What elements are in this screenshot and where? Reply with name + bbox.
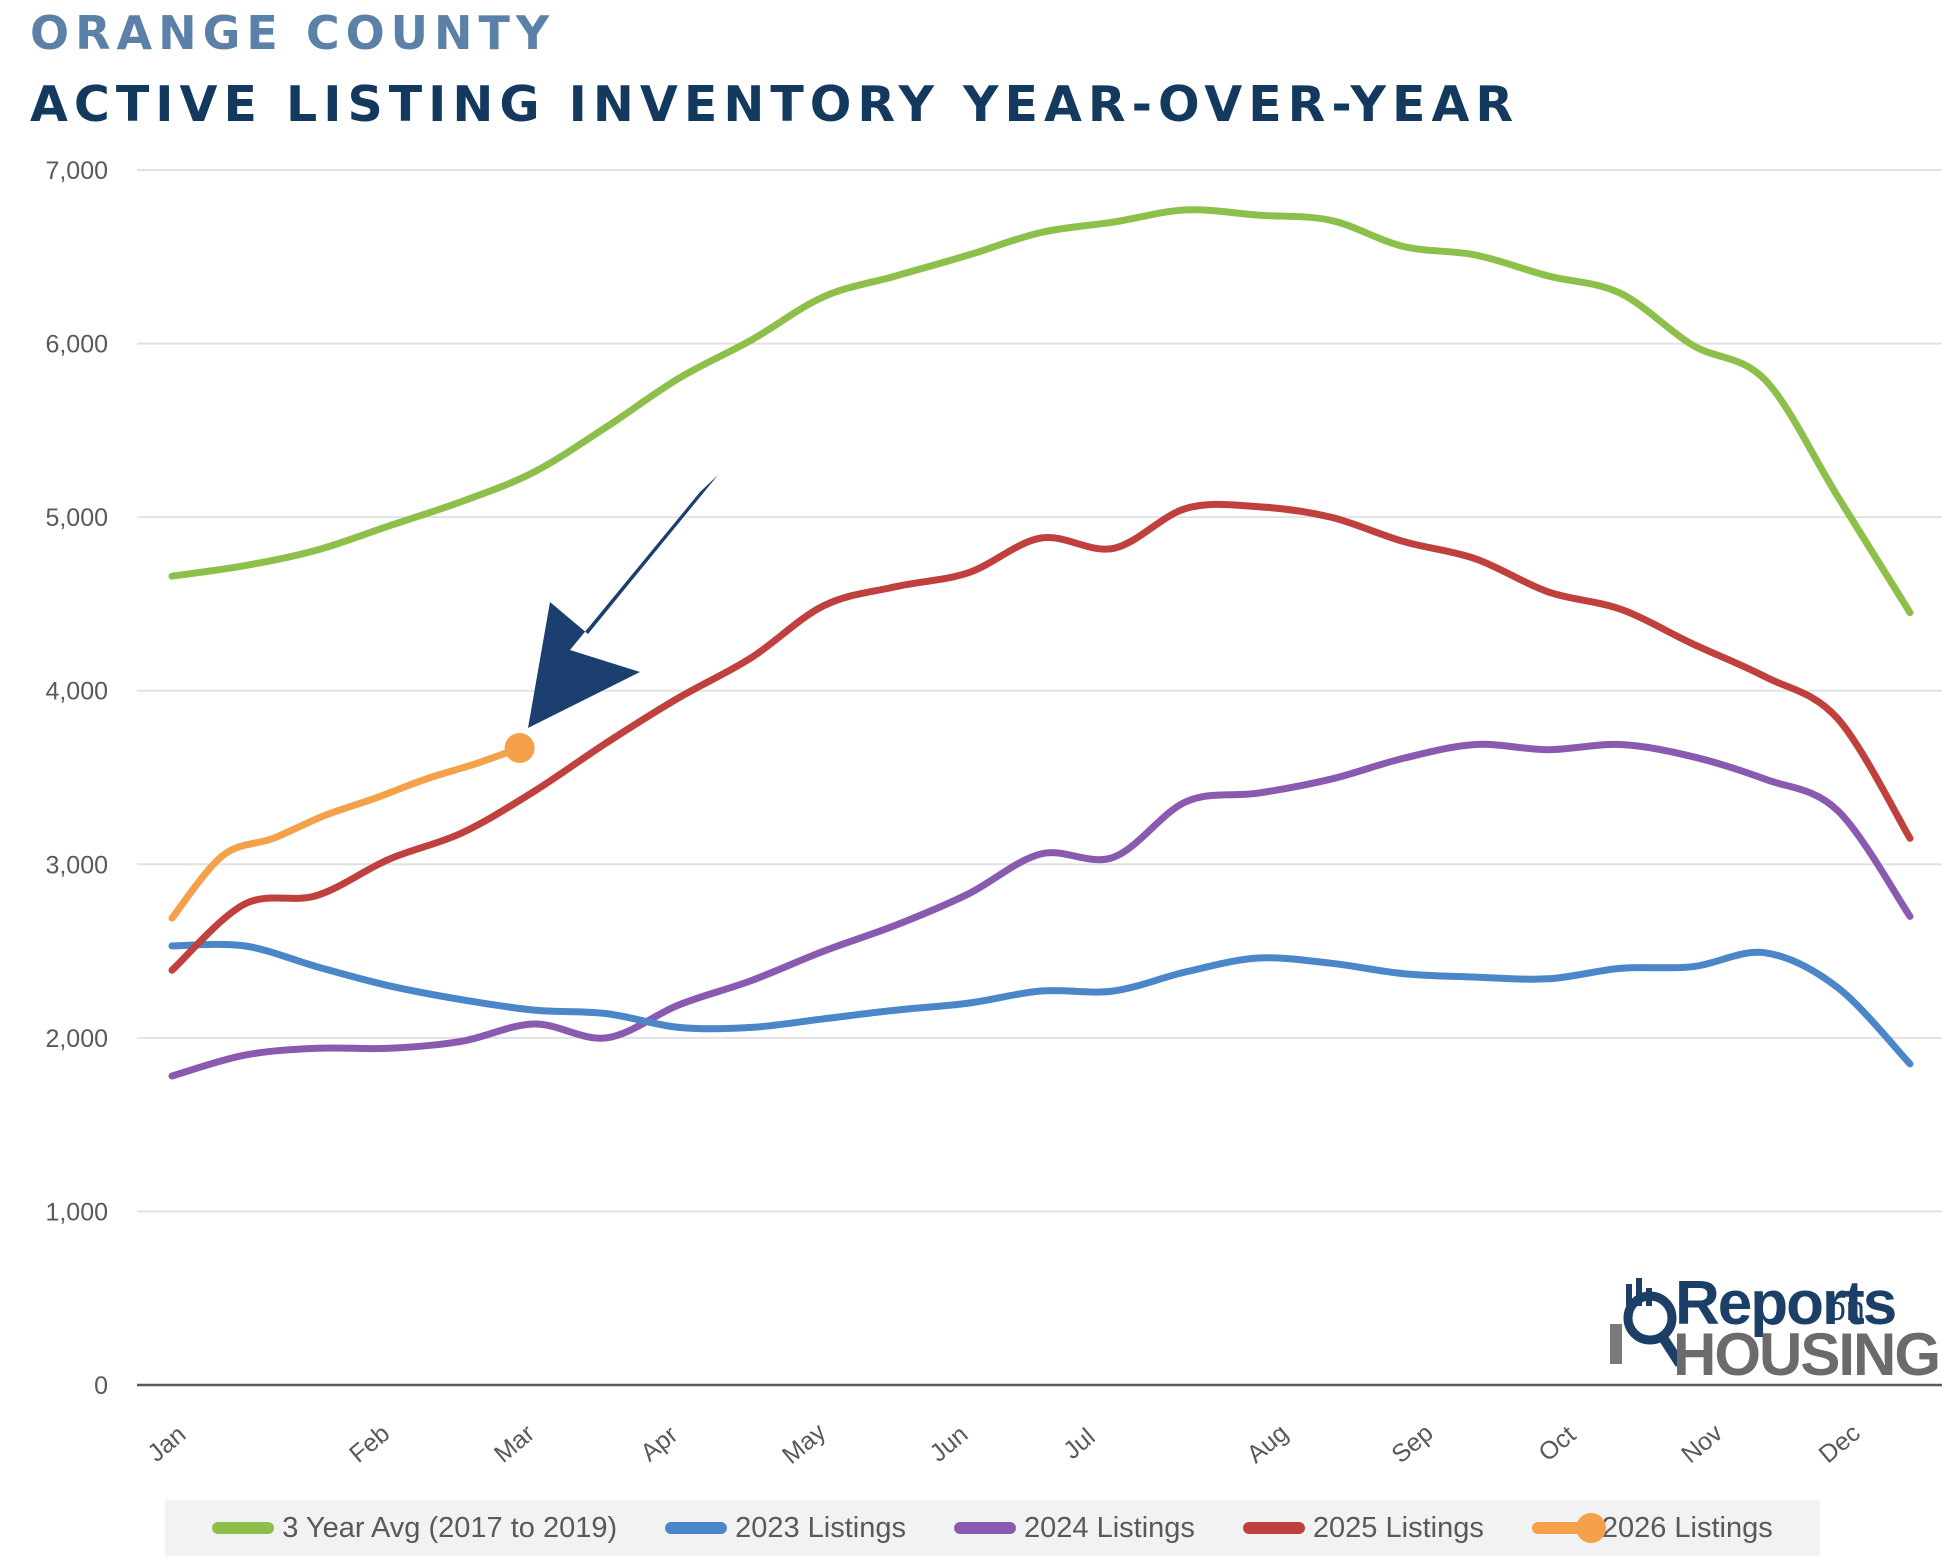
x-tick-label: Feb [344,1419,395,1468]
x-tick-label: Oct [1533,1421,1581,1467]
series-line-y2026 [168,744,524,922]
x-tick-label: Nov [1676,1419,1728,1469]
logo-reports-text: Reports [1675,1269,1897,1338]
legend-swatch [1531,1513,1606,1543]
legend-label: 2026 Listings [1601,1511,1773,1544]
legend-label: 2023 Listings [735,1511,907,1544]
x-tick-label: Jul [1058,1423,1100,1465]
legend-swatch [954,1522,1017,1534]
y-tick-label: 7,000 [45,157,108,185]
legend-label: 3 Year Avg (2017 to 2019) [282,1511,618,1544]
x-tick-label: Aug [1242,1419,1294,1469]
y-tick-label: 4,000 [45,678,108,706]
legend-item-y2023: 2023 Listings [665,1512,906,1545]
x-tick-label: Mar [489,1419,540,1468]
logo-on-text: on [1827,1290,1865,1328]
legend-swatch [212,1522,275,1534]
highlight-arrow [528,475,718,728]
x-tick-label: Sep [1386,1419,1438,1469]
y-tick-label: 6,000 [45,331,108,359]
y-tick-label: 5,000 [45,504,108,532]
legend-label: 2025 Listings [1312,1511,1484,1544]
x-tick-label: Jan [142,1420,191,1467]
legend-item-y2024: 2024 Listings [954,1512,1195,1545]
y-tick-label: 0 [94,1372,108,1400]
x-tick-label: Apr [635,1421,683,1467]
y-axis-ticks: 0 1,000 2,000 3,000 4,000 5,000 6,000 7,000 [45,157,108,1400]
series-lines [168,206,1914,1080]
line-chart: 0 1,000 2,000 3,000 4,000 5,000 6,000 7,000 Jan… [45,157,1942,1470]
logo-housing-text: HOUSING [1673,1321,1941,1388]
legend-label: 2024 Listings [1024,1511,1195,1544]
legend-item-avg: 3 Year Avg (2017 to 2019) [212,1512,617,1545]
series-line-y2025 [168,500,1914,974]
legend-swatch [665,1522,728,1534]
legend-item-y2025: 2025 Listings [1242,1511,1484,1545]
chart-subtitle: ORANGE COUNTY [30,6,556,60]
y-tick-label: 1,000 [45,1198,108,1226]
x-tick-label: Jun [925,1420,974,1467]
chart-title: ACTIVE LISTING INVENTORY YEAR-OVER-YEAR [30,76,1520,133]
legend-marker-dot [1575,1513,1606,1543]
x-axis-ticks: Jan Feb Mar Apr May Jun Jul Aug Sep Oct Nov Dec [142,1418,1865,1470]
legend-item-y2026: 2026 Listings [1531,1511,1773,1545]
chart-legend: 3 Year Avg (2017 to 2019) 2023 Listings 20… [165,1500,1820,1556]
x-tick-label: May [777,1418,832,1470]
reports-on-housing-logo: Reports on HOUSING [1605,1268,1941,1388]
series-line-y2024 [168,740,1914,1080]
series-line-y2023 [168,940,1914,1068]
series-endpoint-marker [504,732,535,763]
legend-swatch [1242,1522,1305,1534]
magnifier-logo-icon [1610,1278,1682,1367]
y-tick-label: 2,000 [45,1025,108,1053]
series-line-avg [168,206,1914,617]
gridlines [137,169,1942,1213]
y-tick-label: 3,000 [45,851,108,879]
x-tick-label: Dec [1814,1419,1866,1469]
